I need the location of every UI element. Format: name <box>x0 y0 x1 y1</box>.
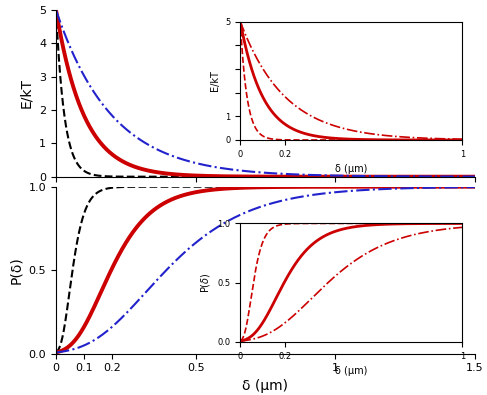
X-axis label: δ (μm): δ (μm) <box>243 379 288 393</box>
Y-axis label: P(δ): P(δ) <box>9 256 23 284</box>
Y-axis label: E/kT: E/kT <box>19 78 34 108</box>
